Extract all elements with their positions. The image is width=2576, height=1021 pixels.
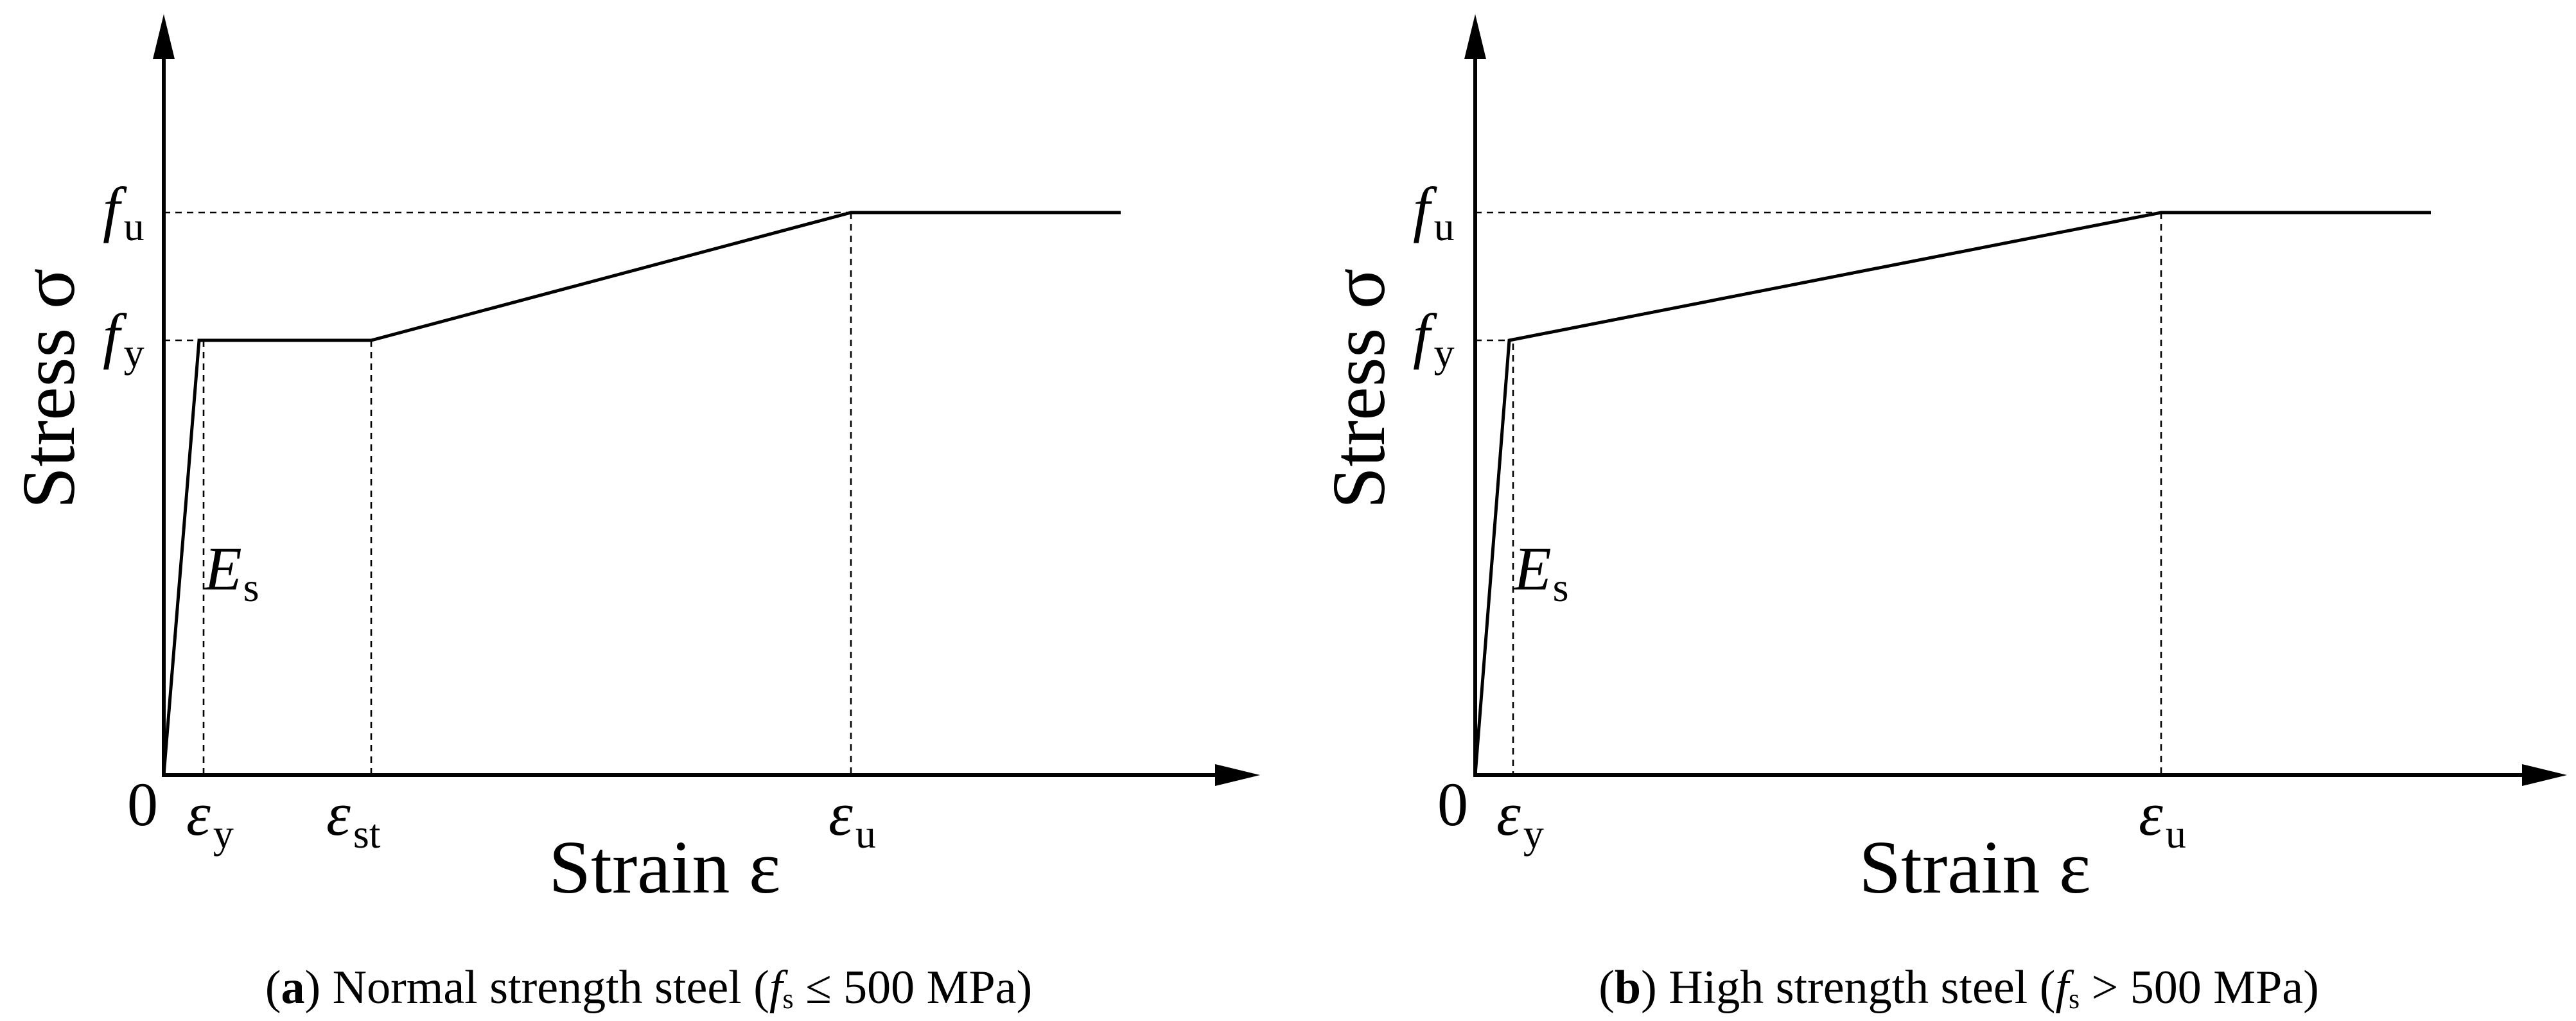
panel-a-stress-strain-curve [162, 211, 1121, 776]
panel-b-caption: (b) High strength steel (fs > 500 MPa) [1599, 961, 2319, 1015]
panel-a-x-axis-title: Strain ε [549, 825, 781, 909]
panel-a-fy-label: fy [103, 301, 145, 376]
panel-b-fy-label: fy [1413, 301, 1455, 376]
panel-a: Stress σ fu fy Es 0 εy εst εu Strain ε (… [6, 14, 1260, 1015]
panel-b-y-arrowhead [1464, 14, 1486, 59]
panel-b-eps-u-label: εu [2139, 780, 2186, 857]
panel-a-modulus-label: Es [203, 534, 259, 610]
panel-b-x-axis-title: Strain ε [1859, 825, 2091, 909]
panel-b: Stress σ fu fy Es 0 εy εu Strain ε (b) H… [1317, 14, 2567, 1015]
panel-a-x-arrowhead [1215, 764, 1260, 786]
panel-b-stress-strain-curve [1473, 211, 2431, 776]
panel-a-fu-label: fu [103, 175, 145, 249]
panel-b-modulus-label: Es [1512, 534, 1569, 610]
panel-b-eps-y-label: εy [1496, 780, 1544, 857]
panel-a-eps-st-label: εst [326, 780, 381, 857]
panel-b-x-arrowhead [2522, 764, 2567, 786]
panel-a-origin-label: 0 [127, 770, 158, 839]
panel-a-caption: (a) Normal strength steel (fs ≤ 500 MPa) [265, 961, 1032, 1015]
panel-a-y-axis-title: Stress σ [6, 268, 91, 509]
panel-b-fu-label: fu [1413, 175, 1455, 249]
panel-a-eps-u-label: εu [828, 780, 876, 857]
panel-a-eps-y-label: εy [186, 780, 234, 857]
panel-a-y-arrowhead [153, 14, 175, 59]
panel-b-y-axis-title: Stress σ [1317, 268, 1401, 509]
panel-b-origin-label: 0 [1437, 770, 1468, 839]
